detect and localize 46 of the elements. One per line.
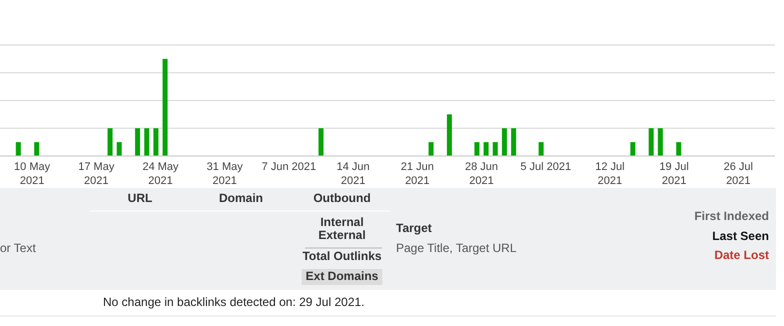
bar (484, 142, 489, 156)
bar (153, 128, 158, 156)
x-tick-label: 7 Jun 2021 (262, 161, 316, 173)
bar (492, 142, 498, 156)
text: Domain (218, 191, 264, 205)
bar (116, 142, 122, 156)
x-tick-label: 21 Jun 2021 (400, 161, 434, 187)
bar (318, 128, 324, 156)
bar (428, 142, 434, 156)
text: No change in backlinks detected on: 29 Jul 2021. (103, 295, 365, 309)
x-tick-label: 12 Jul 2021 (595, 161, 625, 187)
bar (162, 58, 168, 156)
text: First Indexed (694, 209, 769, 223)
x-tick-label: 19 Jul 2021 (659, 161, 689, 187)
x-tick-label: 28 Jun 2021 (464, 161, 498, 187)
bar (676, 142, 682, 156)
x-tick-label: 24 May 2021 (142, 161, 180, 187)
x-tick-label: 5 Jul 2021 (520, 161, 572, 173)
text: Page Title, Target URL (396, 241, 517, 255)
x-tick-label: 10 May 2021 (14, 161, 51, 187)
text: or Text (0, 241, 36, 255)
text: Internal External (318, 215, 366, 242)
bar (16, 142, 21, 156)
text: Ext Domains (306, 269, 379, 283)
bar (630, 142, 636, 156)
x-tick-label: 17 May 2021 (78, 161, 115, 187)
bar (648, 128, 654, 156)
bar (538, 142, 544, 156)
bar (135, 128, 140, 156)
bar (502, 128, 507, 156)
bar (446, 114, 452, 156)
bar (34, 142, 40, 156)
text: Total Outlinks (302, 249, 382, 263)
bar (658, 128, 663, 156)
bar (144, 128, 150, 156)
text: Date Lost (714, 248, 769, 262)
x-tick-label: 26 Jul 2021 (724, 161, 753, 187)
text: URL (128, 191, 152, 205)
bar (108, 128, 113, 156)
text: Last Seen (712, 229, 769, 243)
text: Outbound (313, 191, 371, 205)
x-tick-label: 14 Jun 2021 (336, 161, 370, 187)
text: Target (396, 221, 432, 235)
bar (474, 142, 480, 156)
bar (511, 128, 516, 156)
x-tick-label: 31 May 2021 (206, 161, 244, 187)
